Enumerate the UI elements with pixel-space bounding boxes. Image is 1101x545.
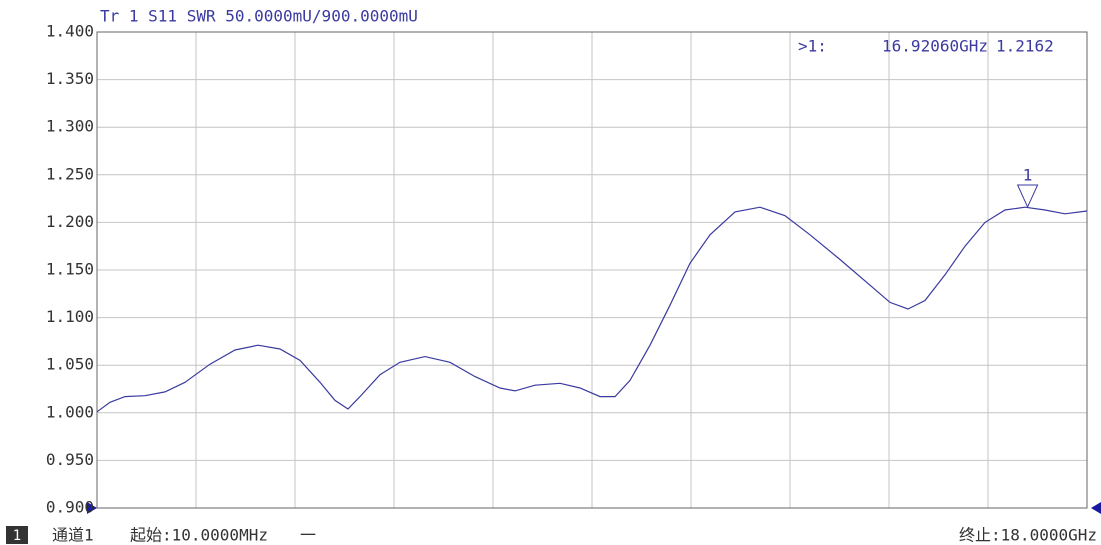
marker-readout-value: 1.2162 — [996, 37, 1054, 56]
reference-arrow-left — [87, 502, 97, 514]
dash: 一 — [300, 526, 316, 545]
y-tick-label: 1.150 — [46, 260, 94, 279]
y-tick-label: 1.200 — [46, 212, 94, 231]
channel-number: 1 — [13, 528, 21, 544]
y-tick-label: 1.400 — [46, 22, 94, 41]
y-tick-label: 1.050 — [46, 355, 94, 374]
y-tick-label: 1.350 — [46, 69, 94, 88]
trace-header: Tr 1 S11 SWR 50.0000mU/900.0000mU — [100, 7, 418, 26]
marker-readout-frequency: 16.92060GHz — [882, 37, 988, 56]
reference-arrow-right — [1091, 502, 1101, 514]
start-frequency: 起始:10.0000MHz — [130, 526, 268, 545]
marker-label: 1 — [1023, 165, 1033, 184]
trace — [96, 206, 1088, 413]
y-tick-label: 1.100 — [46, 307, 94, 326]
channel-badge — [6, 526, 28, 544]
y-tick-label: 0.950 — [46, 450, 94, 469]
y-tick-label: 1.000 — [46, 402, 94, 421]
plot-frame — [96, 31, 1088, 509]
y-tick-label: 0.900 — [46, 498, 94, 517]
stop-frequency: 终止:18.0000GHz — [959, 526, 1097, 545]
y-tick-label: 1.300 — [46, 117, 94, 136]
marker-readout-id: >1: — [798, 37, 827, 56]
marker-triangle — [1016, 184, 1039, 209]
channel-name: 通道1 — [52, 526, 94, 545]
y-tick-label: 1.250 — [46, 164, 94, 183]
